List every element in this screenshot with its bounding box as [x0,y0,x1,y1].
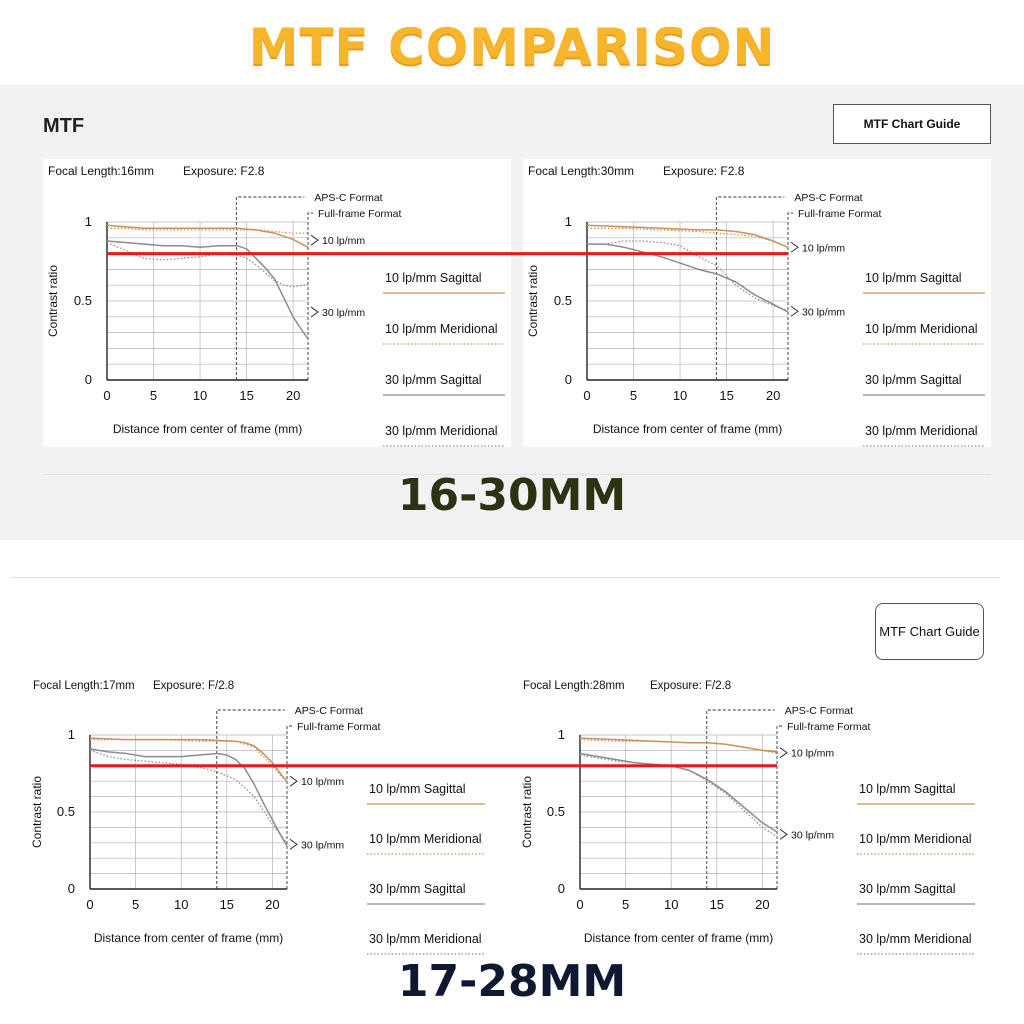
legend-label: 30 lp/mm Sagittal [369,882,466,896]
full-frame-format-boundary [286,725,292,889]
focal-length-label: Focal Length:28mm [523,680,625,692]
x-tick-label: 10 [664,897,678,912]
series-line [89,749,288,844]
series-line [90,738,288,782]
section-divider [10,577,1000,578]
legend-label: 30 lp/mm Meridional [859,932,972,946]
full-frame-format-label: Full-frame Format [297,721,381,733]
apsc-format-label: APS-C Format [295,705,363,717]
apsc-format-boundary [216,709,285,889]
x-tick-label: 20 [265,897,279,912]
annotation-bracket [779,747,788,759]
series-line [579,752,778,833]
x-axis-label: Distance from center of frame (mm) [584,931,773,945]
mtf-chart-c28: Focal Length:28mm Exposure: F/2.80 5 10 15 20… [520,680,975,955]
lens-label-16-30mm: 16-30MM [397,470,627,521]
y-axis-label: Contrast ratio [520,776,534,848]
y-tick-label: 0.5 [547,804,565,819]
annotation-label: 10 lp/mm [791,748,834,760]
series-line [89,737,288,782]
legend-label: 30 lp/mm Meridional [369,932,482,946]
exposure-label: Exposure: F/2.8 [650,680,731,692]
mtf-chart-guide-button-secondary[interactable]: MTF Chart Guide [875,603,984,660]
series-line [579,738,778,755]
x-tick-label: 15 [710,897,724,912]
apsc-format-boundary [706,709,775,889]
legend-label: 10 lp/mm Sagittal [859,782,956,796]
y-tick-label: 0 [558,881,565,896]
chart-card-30mm [523,159,991,447]
legend-label: 10 lp/mm Meridional [859,832,972,846]
mtf-chart-c17: Focal Length:17mm Exposure: F/2.80 5 10 15 20… [30,680,485,955]
series-line [579,737,778,753]
full-frame-format-label: Full-frame Format [787,721,871,733]
chart-card-16mm [43,159,511,447]
series-line [579,754,778,838]
mtf-chart-guide-button[interactable]: MTF Chart Guide [833,104,991,144]
series-line [89,748,288,847]
y-tick-label: 1 [68,727,75,742]
annotation-label: 30 lp/mm [791,829,834,841]
legend-label: 10 lp/mm Meridional [369,832,482,846]
y-tick-label: 0 [68,881,75,896]
x-tick-label: 15 [220,897,234,912]
legend-label: 10 lp/mm Sagittal [369,782,466,796]
annotation-label: 10 lp/mm [301,776,344,788]
annotation-bracket [289,838,298,850]
legend-label: 30 lp/mm Sagittal [859,882,956,896]
x-axis-label: Distance from center of frame (mm) [94,931,283,945]
annotation-bracket [289,775,298,787]
apsc-format-label: APS-C Format [785,705,853,717]
annotation-bracket [779,828,788,840]
section-heading: MTF [43,115,85,137]
y-tick-label: 0.5 [57,804,75,819]
full-frame-format-boundary [776,725,782,889]
x-tick-label: 0 [86,897,93,912]
focal-length-label: Focal Length:17mm [33,680,135,692]
page-title: MTF COMPARISON [248,18,776,76]
x-tick-label: 20 [755,897,769,912]
exposure-label: Exposure: F/2.8 [153,680,234,692]
x-tick-label: 5 [132,897,139,912]
x-tick-label: 5 [622,897,629,912]
lens-label-17-28mm: 17-28MM [397,956,627,1007]
x-tick-label: 0 [576,897,583,912]
y-axis-label: Contrast ratio [30,776,44,848]
annotation-label: 30 lp/mm [301,839,344,851]
x-tick-label: 10 [174,897,188,912]
y-tick-label: 1 [558,727,565,742]
divider [43,474,991,475]
